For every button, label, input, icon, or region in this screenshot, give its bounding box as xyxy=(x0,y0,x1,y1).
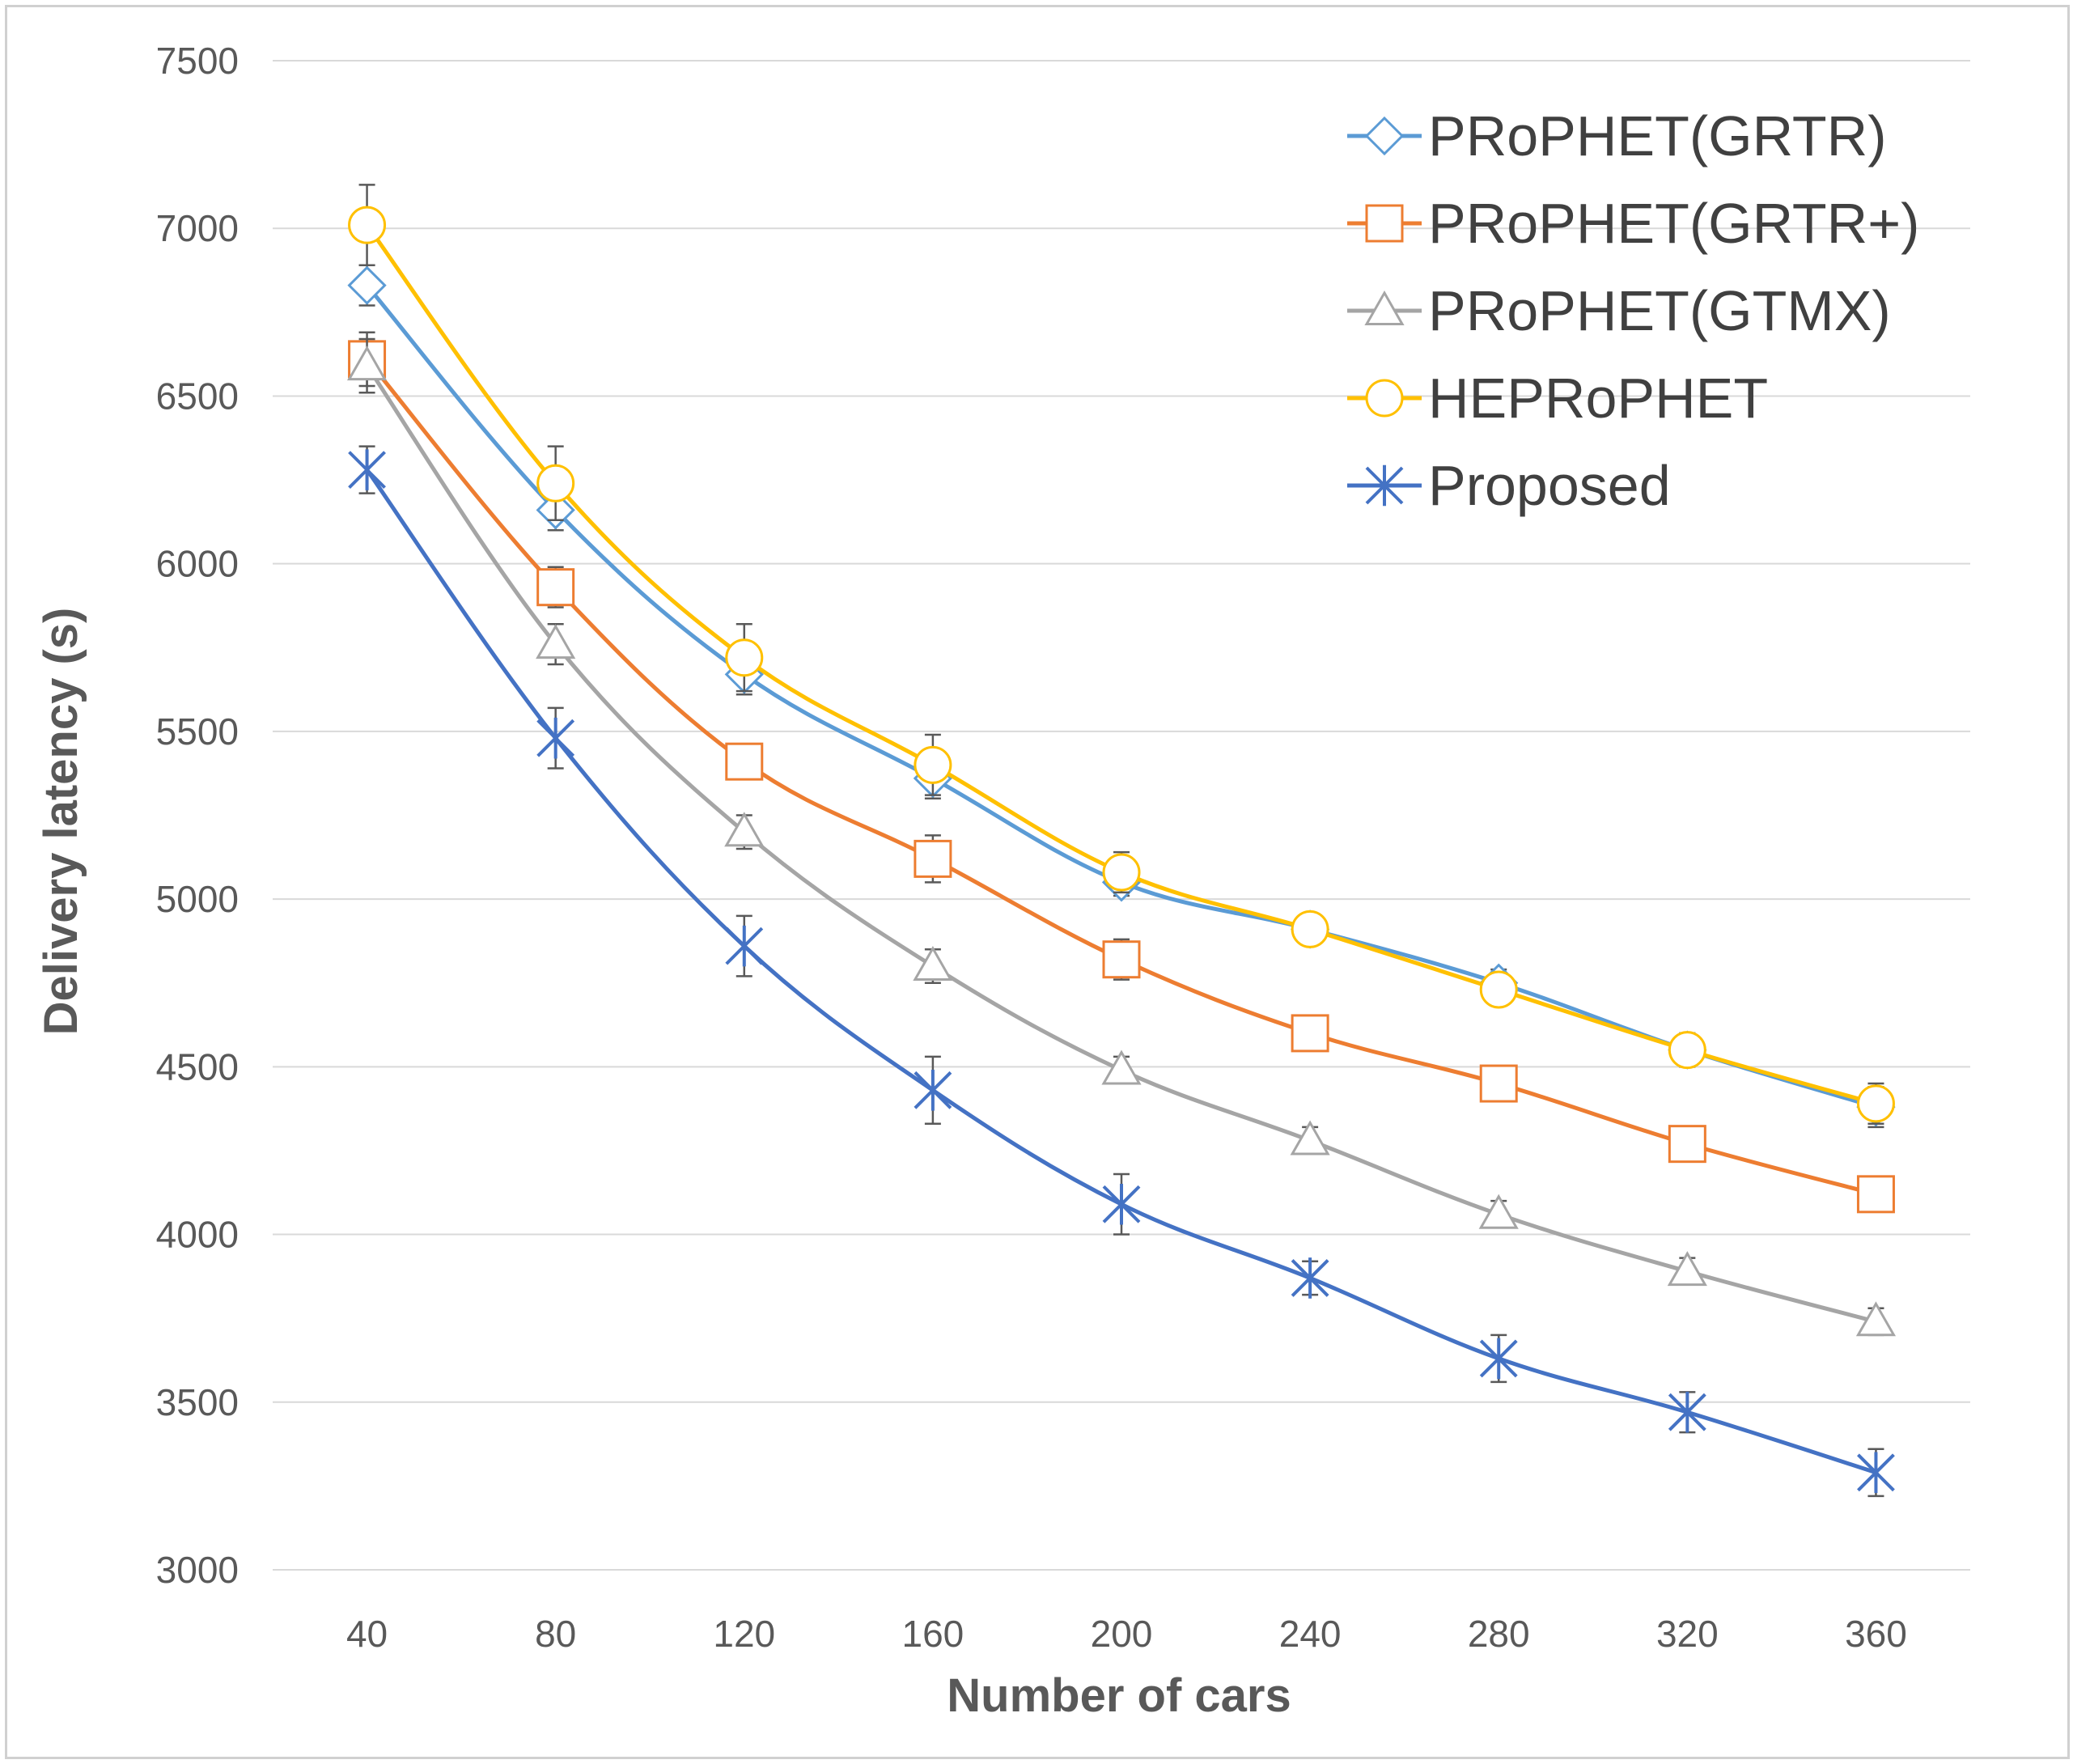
data-point xyxy=(1668,1125,1706,1164)
x-axis-title: Number of cars xyxy=(947,1669,1291,1722)
legend-label: PRoPHET(GTMX) xyxy=(1428,279,1891,342)
x-tick-label: 240 xyxy=(1279,1613,1342,1655)
x-tick-label: 80 xyxy=(535,1613,576,1655)
x-tick-label: 320 xyxy=(1656,1613,1719,1655)
data-point xyxy=(724,812,765,847)
x-tick-label: 360 xyxy=(1845,1613,1907,1655)
y-tick-label: 6500 xyxy=(156,375,239,417)
data-point xyxy=(1290,1120,1330,1156)
x-tick-label: 200 xyxy=(1091,1613,1153,1655)
data-point xyxy=(536,717,575,759)
series-layer xyxy=(346,184,1897,1498)
series-prophet-gtmx xyxy=(346,337,1897,1337)
data-point xyxy=(913,945,953,981)
data-point xyxy=(536,624,576,659)
series-line xyxy=(365,364,1877,1324)
data-point xyxy=(347,265,387,305)
data-point xyxy=(348,449,386,490)
x-tick-label: 120 xyxy=(713,1613,775,1655)
data-point xyxy=(1291,910,1329,948)
x-axis-ticks: 40 80 120 160 200 240 280 320 360 xyxy=(346,1613,1907,1655)
y-tick-label: 5000 xyxy=(156,878,239,920)
legend-item: HEPRoPHET xyxy=(1347,367,1768,430)
data-point xyxy=(1102,940,1141,979)
y-tick-label: 3500 xyxy=(156,1381,239,1423)
legend-marker xyxy=(1365,379,1404,418)
data-point xyxy=(1291,1257,1329,1299)
series-proposed xyxy=(348,445,1895,1498)
y-tick-label: 7000 xyxy=(156,207,239,249)
y-axis-ticks: 3000 3500 4000 4500 5000 5500 6000 6500 7000 7500 xyxy=(156,40,239,1591)
x-tick-label: 40 xyxy=(346,1613,388,1655)
data-point xyxy=(1668,1391,1706,1433)
data-point xyxy=(1667,1251,1707,1287)
data-point xyxy=(914,1070,952,1111)
y-tick-label: 4000 xyxy=(156,1214,239,1256)
data-point xyxy=(1855,1301,1897,1337)
series-line xyxy=(365,469,1877,1475)
data-point xyxy=(1102,853,1141,892)
data-point xyxy=(346,346,388,381)
gridlines xyxy=(273,60,1970,1571)
y-tick-label: 3000 xyxy=(156,1549,239,1591)
legend-marker xyxy=(1365,204,1404,243)
legend-item: PRoPHET(GTMX) xyxy=(1347,279,1891,342)
legend-item: PRoPHET(GRTR+) xyxy=(1347,192,1919,255)
data-point xyxy=(725,638,764,677)
y-axis-title: Delivery latency (s) xyxy=(35,608,87,1036)
data-point xyxy=(725,742,764,781)
data-point xyxy=(348,206,387,244)
data-point xyxy=(1479,1064,1518,1103)
y-tick-label: 4500 xyxy=(156,1045,239,1088)
legend-item: Proposed xyxy=(1347,454,1671,517)
data-point xyxy=(536,568,575,607)
legend-label: HEPRoPHET xyxy=(1428,367,1768,430)
series-prophet-grtr xyxy=(348,331,1895,1214)
legend-label: PRoPHET(GRTR) xyxy=(1428,104,1887,167)
data-point xyxy=(725,925,764,967)
data-point xyxy=(1668,1031,1706,1070)
series-line xyxy=(365,284,1877,1109)
legend-marker xyxy=(1364,116,1405,156)
data-point xyxy=(1478,1194,1519,1229)
data-point xyxy=(1102,1183,1141,1225)
y-tick-label: 5500 xyxy=(156,710,239,753)
y-tick-label: 7500 xyxy=(156,40,239,82)
data-point xyxy=(1856,1175,1895,1214)
series-heprophet xyxy=(348,184,1895,1126)
data-point xyxy=(536,464,575,502)
legend: PRoPHET(GRTR) PRoPHET(GRTR+) PRoPHET(GTMX)… xyxy=(1347,104,1919,517)
series-line xyxy=(365,358,1877,1197)
y-tick-label: 6000 xyxy=(156,543,239,585)
legend-item: PRoPHET(GRTR) xyxy=(1347,104,1887,167)
legend-label: Proposed xyxy=(1428,454,1671,517)
chart-frame xyxy=(5,5,2070,1759)
series-line xyxy=(365,223,1877,1106)
data-point xyxy=(1101,1049,1142,1085)
data-point xyxy=(1856,1084,1895,1123)
legend-marker xyxy=(1365,464,1404,507)
data-point xyxy=(1857,1452,1895,1494)
data-point xyxy=(1291,1014,1329,1053)
legend-label: PRoPHET(GRTR+) xyxy=(1428,192,1919,255)
x-tick-label: 160 xyxy=(902,1613,964,1655)
data-point xyxy=(1479,1338,1518,1380)
data-point xyxy=(914,839,952,878)
data-point xyxy=(1479,970,1518,1009)
x-tick-label: 280 xyxy=(1468,1613,1530,1655)
data-point xyxy=(914,745,952,784)
legend-marker xyxy=(1364,290,1405,325)
